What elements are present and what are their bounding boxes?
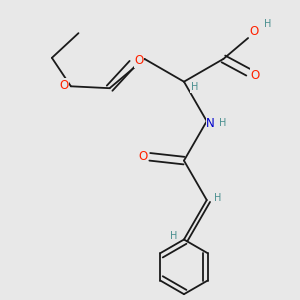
Text: H: H — [264, 19, 272, 28]
Text: H: H — [191, 82, 198, 92]
Text: O: O — [250, 69, 260, 82]
Text: O: O — [59, 79, 69, 92]
Text: H: H — [214, 193, 221, 203]
Text: O: O — [138, 150, 148, 163]
Text: O: O — [249, 25, 258, 38]
Text: O: O — [135, 54, 144, 67]
Text: H: H — [169, 232, 177, 242]
Text: N: N — [206, 116, 215, 130]
Text: H: H — [219, 118, 226, 128]
